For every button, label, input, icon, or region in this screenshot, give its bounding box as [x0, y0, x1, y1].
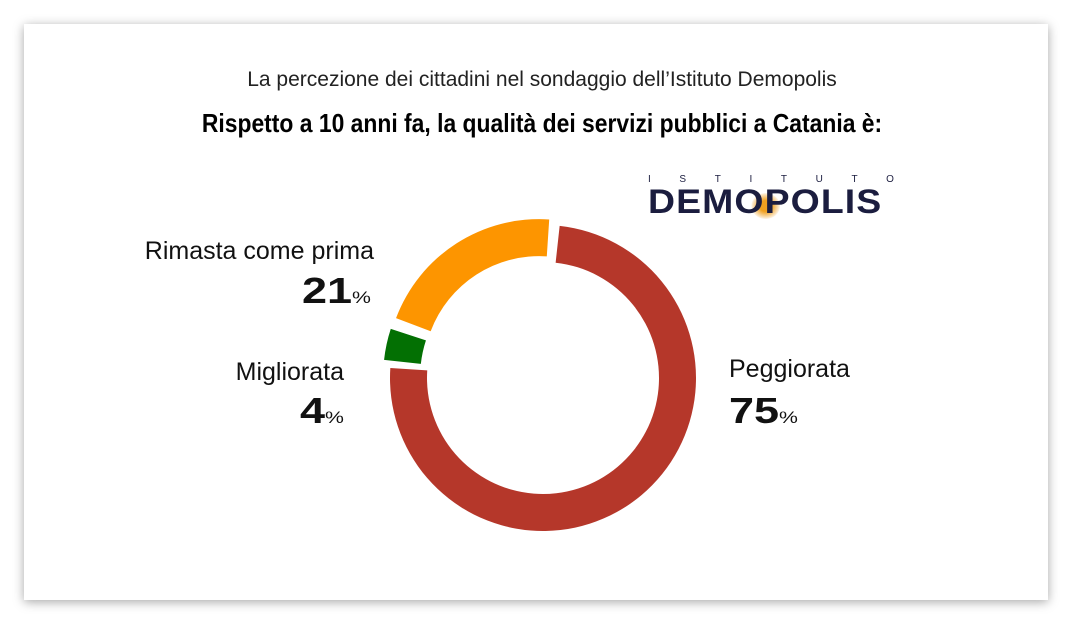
- value-number: 21: [302, 270, 353, 311]
- value-unit: %: [779, 408, 798, 427]
- label-migliorata: Migliorata: [235, 358, 344, 386]
- donut-slice-rimasta-come-prima: [396, 219, 550, 332]
- value-peggiorata: 75%: [729, 390, 798, 432]
- donut-slice-migliorata: [384, 328, 426, 364]
- value-unit: %: [352, 288, 371, 307]
- label-peggiorata: Peggiorata: [729, 355, 850, 383]
- chart-title: Rispetto a 10 anni fa, la qualità dei se…: [201, 108, 883, 138]
- value-migliorata: 4%: [300, 390, 344, 432]
- chart-subtitle: La percezione dei cittadini nel sondaggi…: [247, 68, 837, 91]
- value-number: 75: [729, 390, 780, 431]
- label-rimasta: Rimasta come prima: [144, 237, 374, 265]
- value-unit: %: [325, 408, 344, 427]
- value-number: 4: [300, 390, 326, 431]
- value-rimasta: 21%: [302, 270, 371, 312]
